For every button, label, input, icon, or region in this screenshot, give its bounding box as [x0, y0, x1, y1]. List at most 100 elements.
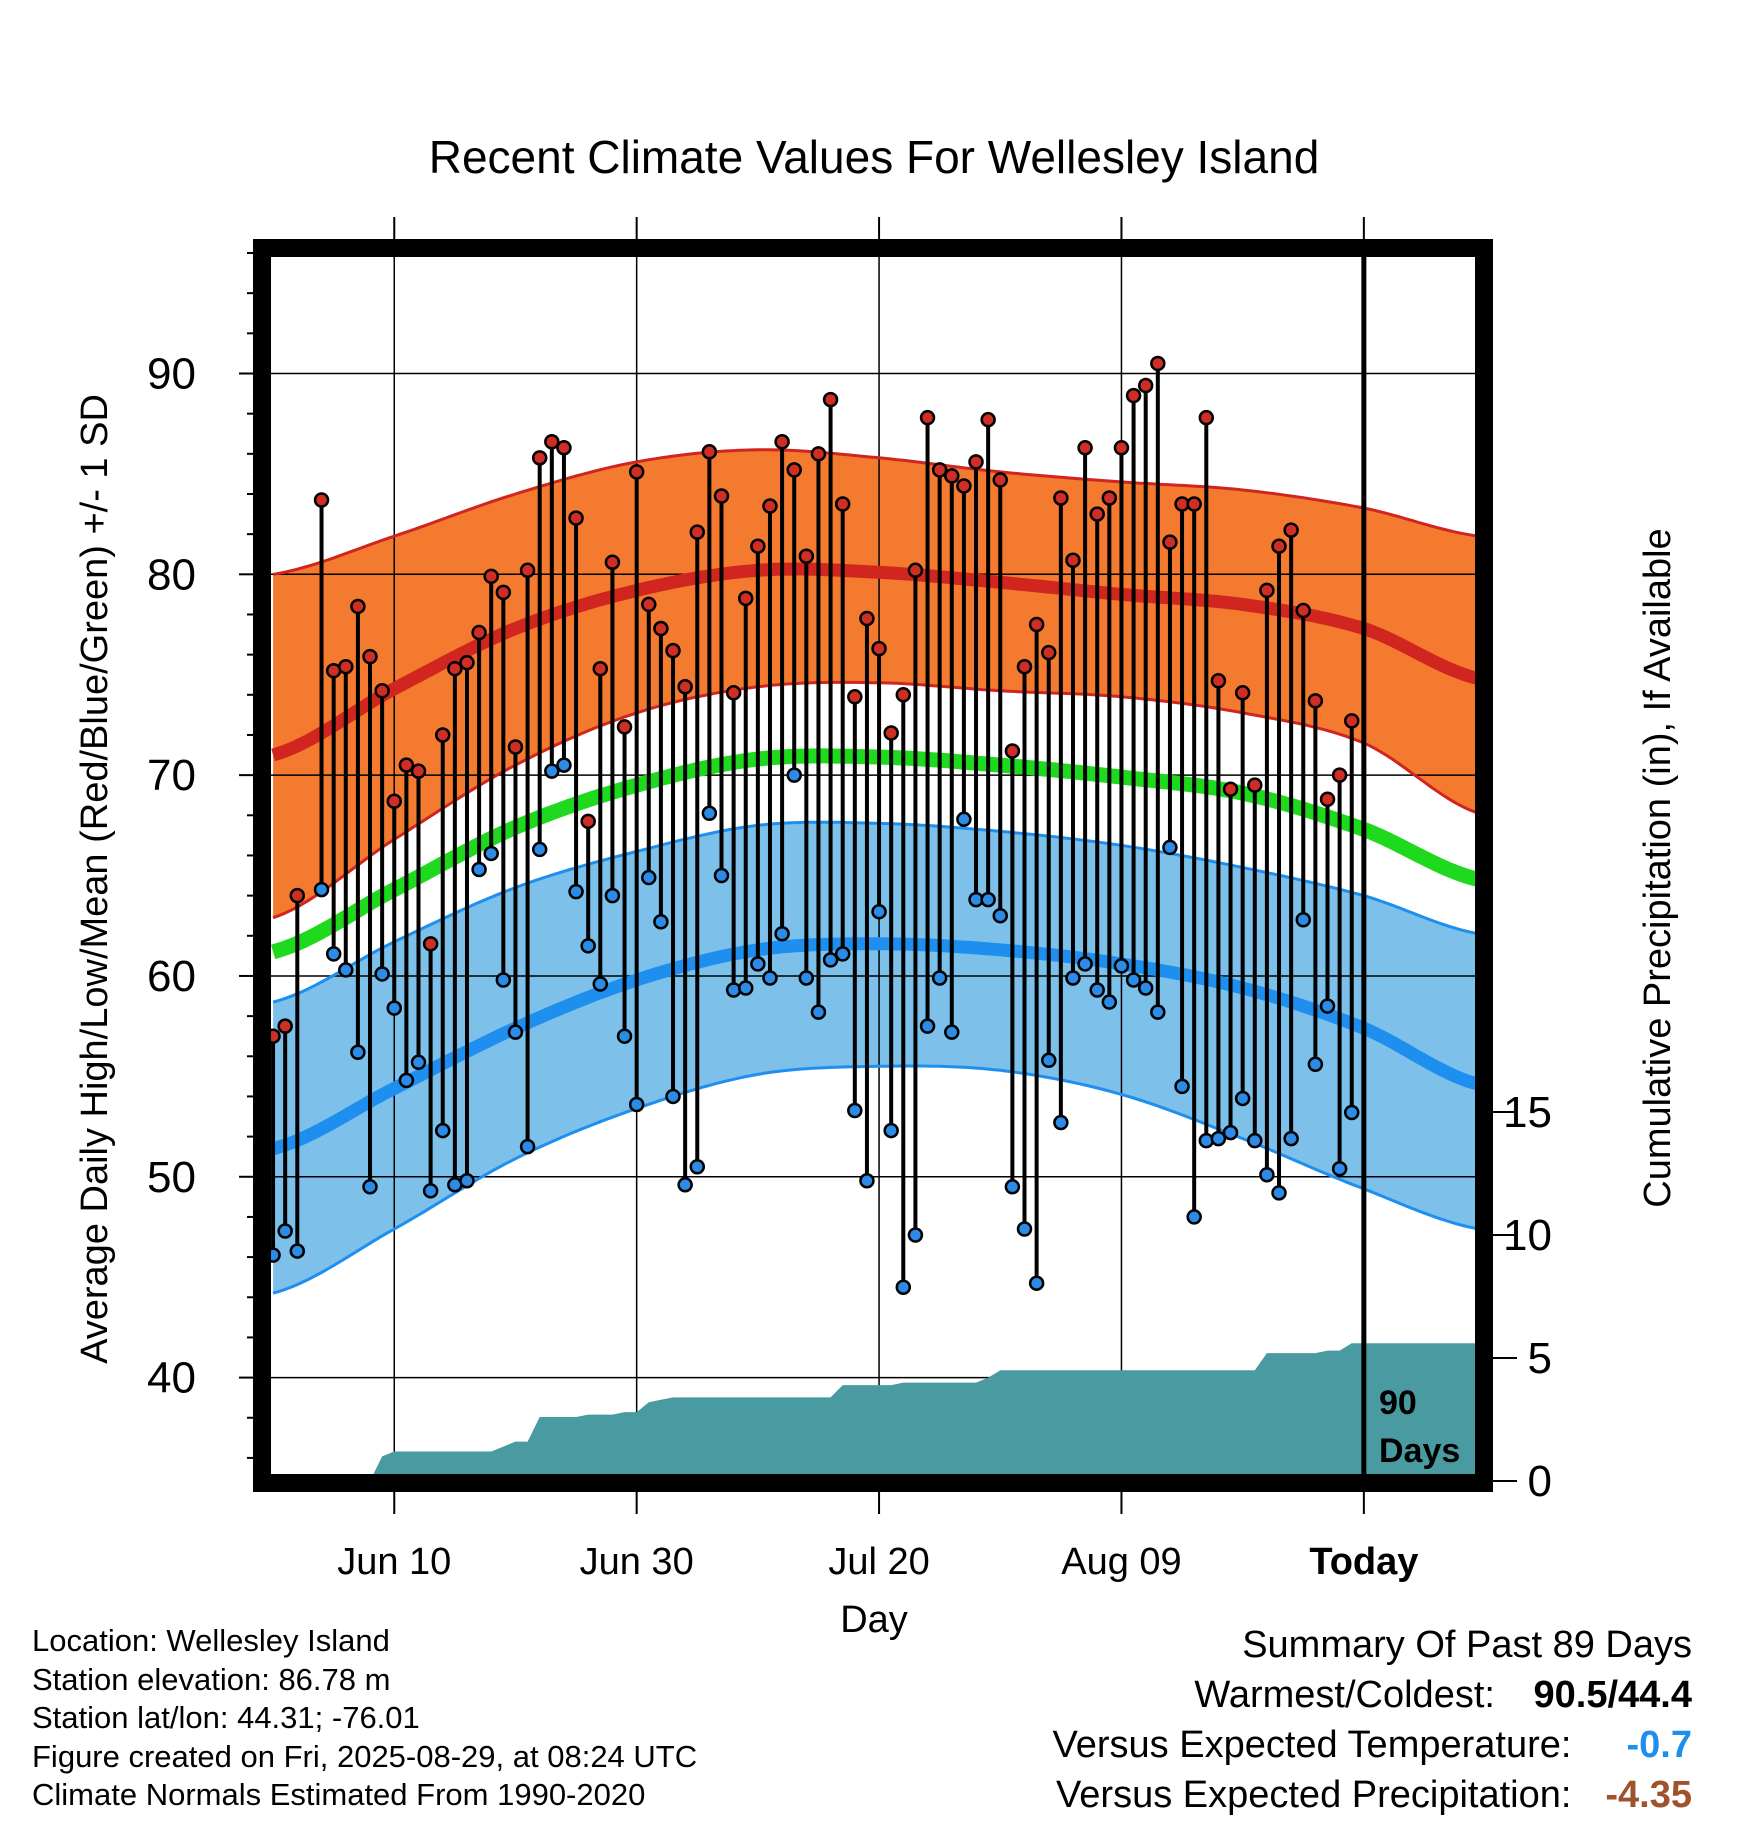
- y-tick-label: 50: [147, 1153, 196, 1202]
- high-temp-point: [1162, 534, 1178, 550]
- high-temp-point: [544, 434, 560, 450]
- high-temp-point: [1089, 506, 1105, 522]
- station-info: Location: Wellesley Island Station eleva…: [32, 1622, 697, 1815]
- high-temp-point: [689, 524, 706, 540]
- high-temp-point: [713, 488, 730, 504]
- low-temp-point: [410, 1054, 427, 1071]
- high-temp-point: [459, 654, 475, 671]
- low-temp-point: [325, 946, 342, 962]
- low-temp-point: [871, 903, 887, 920]
- low-temp-point: [422, 1183, 439, 1199]
- high-temp-point: [944, 468, 960, 484]
- high-temp-point: [786, 462, 802, 478]
- low-temp-point: [580, 938, 596, 954]
- low-temp-point: [544, 763, 560, 779]
- high-temp-point: [471, 624, 487, 641]
- high-temp-point: [434, 727, 451, 743]
- low-temp-point: [1040, 1052, 1057, 1069]
- low-temp-point: [737, 980, 754, 996]
- low-temp-point: [1077, 956, 1093, 972]
- high-temp-point: [313, 492, 330, 508]
- high-temp-point: [677, 679, 693, 695]
- high-temp-point: [507, 739, 524, 755]
- high-temp-point: [1319, 791, 1336, 807]
- low-temp-point: [277, 1223, 293, 1239]
- low-temp-point: [459, 1173, 475, 1189]
- y2-axis-label: Cumulative Precipitation (in), If Availa…: [1637, 528, 1679, 1207]
- high-temp-point: [725, 685, 742, 701]
- low-temp-point: [1319, 998, 1336, 1014]
- high-temp-point: [386, 793, 403, 809]
- high-temp-point: [1077, 440, 1093, 456]
- low-temp-point: [689, 1158, 706, 1175]
- high-temp-point: [519, 562, 536, 579]
- high-temp-point: [1016, 658, 1033, 675]
- high-temp-point: [592, 660, 609, 677]
- low-temp-point: [931, 970, 948, 986]
- high-temp-point: [1210, 672, 1227, 689]
- low-temp-point: [1259, 1167, 1275, 1183]
- low-temp-point: [822, 952, 839, 968]
- high-temp-point: [774, 434, 790, 450]
- high-temp-point: [495, 584, 512, 601]
- high-temp-point: [737, 590, 754, 607]
- low-temp-point: [1210, 1130, 1227, 1147]
- low-temp-point: [810, 1004, 827, 1020]
- high-temp-point: [883, 725, 899, 741]
- created-text: Figure created on Fri, 2025-08-29, at 08…: [32, 1738, 698, 1774]
- y-tick-label: 70: [147, 751, 196, 800]
- high-temp-point: [907, 562, 924, 579]
- high-temp-point: [919, 409, 936, 426]
- low-temp-point: [519, 1138, 536, 1155]
- low-temp-point: [713, 867, 730, 884]
- high-temp-point: [531, 450, 548, 466]
- low-temp-point: [1053, 1114, 1069, 1131]
- high-temp-point: [701, 444, 718, 460]
- y-tick-label: 90: [147, 349, 196, 398]
- x-tick-label: Jun 10: [337, 1541, 451, 1583]
- high-temp-point: [362, 648, 378, 665]
- low-temp-point: [919, 1018, 936, 1034]
- low-temp-point: [1283, 1130, 1299, 1147]
- y2-tick-label: 15: [1503, 1088, 1552, 1137]
- high-temp-point: [1137, 377, 1154, 394]
- high-temp-point: [1065, 552, 1081, 569]
- high-temp-point: [1186, 496, 1202, 512]
- low-temp-point: [1295, 911, 1312, 928]
- low-temp-point: [495, 972, 512, 988]
- high-temp-point: [422, 936, 439, 952]
- high-temp-point: [798, 548, 815, 564]
- high-temp-point: [410, 763, 427, 779]
- high-temp-point: [374, 683, 390, 699]
- high-temp-point: [1004, 743, 1021, 759]
- high-temp-point: [1234, 685, 1251, 701]
- high-temp-point: [1101, 490, 1118, 506]
- low-temp-point: [1113, 958, 1130, 974]
- high-temp-point: [1040, 644, 1057, 661]
- y-tick-label: 60: [147, 952, 196, 1001]
- low-temp-point: [798, 970, 815, 986]
- low-temp-point: [592, 976, 609, 992]
- low-temp-point: [374, 966, 390, 982]
- high-temp-point: [847, 689, 863, 705]
- high-temp-point: [350, 598, 366, 615]
- high-temp-point: [1331, 767, 1348, 783]
- high-temp-point: [641, 596, 657, 613]
- low-temp-point: [1174, 1078, 1190, 1095]
- low-temp-point: [531, 841, 548, 858]
- low-temp-point: [1271, 1185, 1287, 1201]
- high-temp-point: [1198, 409, 1215, 426]
- high-temp-point: [859, 610, 875, 627]
- low-temp-point: [641, 869, 657, 886]
- high-temp-point: [556, 440, 572, 456]
- high-temp-point: [810, 446, 827, 462]
- low-temp-point: [750, 956, 766, 972]
- low-temp-point: [507, 1024, 524, 1040]
- x-tick-label: Today: [1309, 1541, 1418, 1583]
- precip-area: [273, 1343, 1480, 1481]
- high-temp-point: [992, 472, 1009, 488]
- low-temp-point: [1247, 1132, 1263, 1149]
- plot-frame: [253, 239, 1493, 1492]
- high-temp-point: [568, 510, 584, 526]
- low-sd-band: [273, 822, 1480, 1294]
